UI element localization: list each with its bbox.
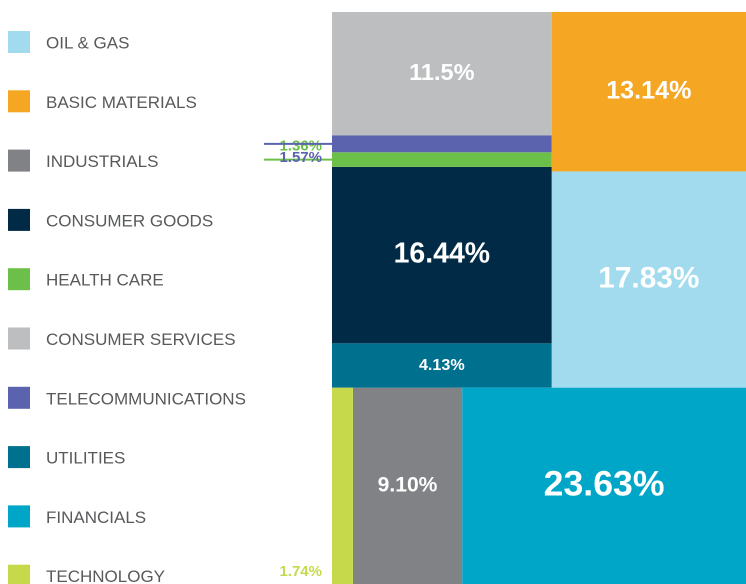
value-label: 1.74% [279, 563, 322, 580]
legend-swatch [8, 149, 30, 172]
legend-label: TELECOMMUNICATIONS [46, 389, 246, 408]
legend-label: HEALTH CARE [46, 271, 164, 290]
value-label: 17.83% [598, 261, 699, 294]
value-label: 16.44% [394, 238, 490, 270]
legend-label: CONSUMER GOODS [46, 211, 213, 230]
legend-swatch [8, 208, 30, 231]
value-label: 1.57% [279, 149, 322, 166]
treemap-cell [332, 12, 552, 136]
treemap-cell [332, 387, 353, 584]
legend-swatch [8, 327, 30, 350]
value-label: 1.36% [279, 138, 322, 155]
legend-label: TECHNOLOGY [46, 567, 165, 584]
legend-swatch [8, 564, 30, 584]
treemap-cell [462, 387, 746, 584]
legend-label: UTILITIES [46, 449, 125, 468]
treemap-cell [551, 12, 746, 172]
legend-swatch [8, 90, 30, 113]
legend-swatch [8, 386, 30, 409]
legend-swatch [8, 505, 30, 528]
treemap-cell [332, 152, 552, 167]
value-label: 9.10% [378, 473, 438, 496]
legend-swatch [8, 268, 30, 291]
legend-label: OIL & GAS [46, 33, 129, 52]
treemap-cell [352, 387, 463, 584]
legend-swatch [8, 31, 30, 53]
legend-label: INDUSTRIALS [46, 152, 158, 171]
treemap-cell [332, 135, 552, 153]
treemap-cell [332, 166, 552, 344]
legend-label: BASIC MATERIALS [46, 93, 197, 112]
treemap-cell [551, 171, 746, 388]
legend-label: FINANCIALS [46, 508, 146, 527]
value-label: 11.5% [409, 59, 474, 85]
legend-label: CONSUMER SERVICES [46, 330, 236, 349]
value-label: 4.13% [419, 356, 465, 374]
value-label: 13.14% [606, 76, 691, 104]
value-label: 23.63% [544, 463, 665, 503]
legend-swatch [8, 446, 30, 469]
treemap-cell [332, 343, 552, 388]
